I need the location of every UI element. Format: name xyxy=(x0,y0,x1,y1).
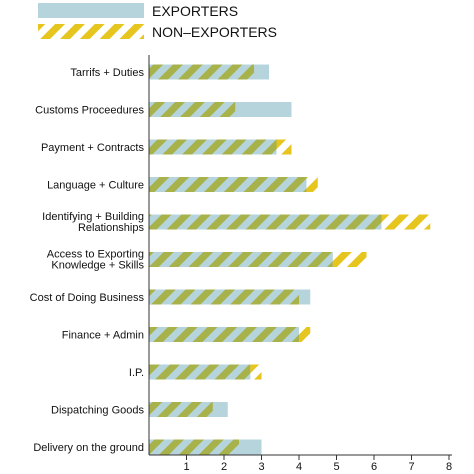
bar-non-exporters-3 xyxy=(306,177,318,192)
x-tick-label-5: 5 xyxy=(333,461,339,473)
bar-overlap-0 xyxy=(149,64,254,80)
bar-non-exporters-5 xyxy=(332,252,367,267)
category-label-3: Language + Culture xyxy=(47,180,144,192)
category-label-1: Customs Proceedures xyxy=(35,105,144,117)
x-axis-ticks: 1 2 3 4 5 6 7 8 xyxy=(183,455,452,473)
x-axis: 1 2 3 4 5 6 7 8 xyxy=(148,55,452,473)
legend-label-exporters: EXPORTERS xyxy=(152,3,238,19)
x-tick-label-4: 4 xyxy=(296,461,302,473)
category-label-10: Delivery on the ground xyxy=(33,442,144,454)
x-tick-label-8: 8 xyxy=(446,461,452,473)
legend-swatch-non-exporters xyxy=(38,24,144,39)
bar-overlap-8 xyxy=(149,364,251,380)
category-label-9: Dispatching Goods xyxy=(51,405,144,417)
legend-label-non-exporters: NON–EXPORTERS xyxy=(152,24,277,40)
bar-non-exporters-2 xyxy=(276,139,292,155)
bar-overlap-3 xyxy=(149,177,307,192)
bar-overlap-4 xyxy=(149,214,382,230)
category-labels: Tarrifs + Duties Customs Proceedures Payme… xyxy=(30,67,145,454)
x-tick-label-7: 7 xyxy=(408,461,414,473)
bar-overlap-5 xyxy=(149,252,333,267)
bar-non-exporters-7 xyxy=(299,327,311,342)
bar-overlap-7 xyxy=(149,327,299,342)
bar-overlap-2 xyxy=(149,139,277,155)
category-label-2: Payment + Contracts xyxy=(41,142,145,154)
category-label-8: I.P. xyxy=(129,367,144,379)
x-tick-label-1: 1 xyxy=(183,461,189,473)
legend: EXPORTERS NON–EXPORTERS xyxy=(38,3,277,40)
bar-overlap-1 xyxy=(149,102,236,117)
category-label-5: Access to Exporting Knowledge + Skills xyxy=(47,249,145,272)
category-label-4: Identifying + Building Relationships xyxy=(42,211,144,234)
bar-non-exporters-8 xyxy=(250,364,262,380)
x-tick-label-2: 2 xyxy=(221,461,227,473)
category-label-7: Finance + Admin xyxy=(62,330,144,342)
bar-non-exporters-4 xyxy=(381,214,431,230)
x-tick-label-3: 3 xyxy=(258,461,264,473)
bar-overlap-10 xyxy=(149,439,239,455)
bars-group xyxy=(149,64,431,455)
category-label-6: Cost of Doing Business xyxy=(30,292,145,304)
bar-overlap-6 xyxy=(149,289,299,305)
x-tick-label-6: 6 xyxy=(371,461,377,473)
bar-overlap-9 xyxy=(149,402,213,417)
category-label-0: Tarrifs + Duties xyxy=(70,67,144,79)
legend-swatch-exporters xyxy=(38,3,144,18)
